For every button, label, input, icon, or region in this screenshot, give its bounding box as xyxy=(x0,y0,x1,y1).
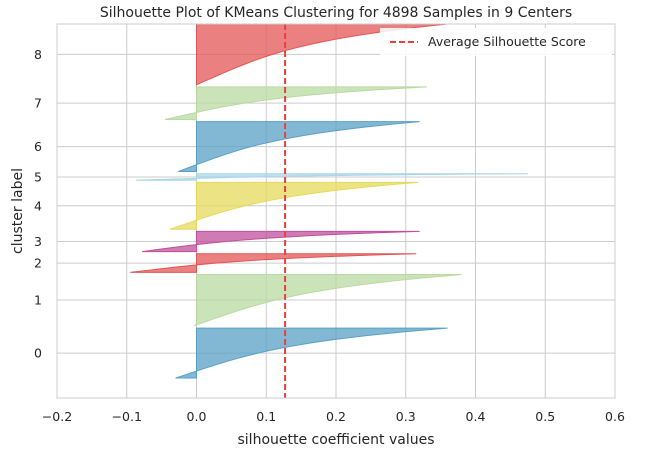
cluster-silhouettes xyxy=(130,23,528,379)
cluster-4-silhouette xyxy=(169,181,419,230)
x-tick-label: 0.4 xyxy=(466,409,486,424)
x-tick-labels: −0.2 −0.1 0.0 0.1 0.2 0.3 0.4 0.5 0.6 xyxy=(42,409,625,424)
cluster-1-silhouette xyxy=(194,274,462,327)
y-tick-label: 3 xyxy=(34,234,42,249)
legend-label: Average Silhouette Score xyxy=(428,34,586,49)
x-tick-label: 0.1 xyxy=(256,409,276,424)
x-tick-label: −0.2 xyxy=(42,409,72,424)
cluster-5-silhouette xyxy=(135,173,528,181)
x-tick-label: 0.2 xyxy=(326,409,346,424)
plot-frame xyxy=(56,23,616,399)
cluster-6-silhouette xyxy=(178,121,420,173)
y-tick-label: 8 xyxy=(34,47,42,62)
y-tick-label: 5 xyxy=(34,169,42,184)
chart-title: Silhouette Plot of KMeans Clustering for… xyxy=(100,5,572,21)
y-tick-label: 4 xyxy=(34,198,42,213)
x-tick-label: 0.5 xyxy=(535,409,555,424)
x-tick-label: 0.3 xyxy=(396,409,416,424)
x-axis-label: silhouette coefficient values xyxy=(238,432,435,448)
cluster-7-silhouette xyxy=(165,86,427,120)
cluster-0-silhouette xyxy=(175,327,448,379)
grid xyxy=(56,24,616,398)
x-tick-label: 0.6 xyxy=(605,409,625,424)
x-tick-label: −0.1 xyxy=(112,409,142,424)
cluster-2-silhouette xyxy=(130,253,417,273)
y-axis-label: cluster label xyxy=(10,168,26,254)
cluster-3-silhouette xyxy=(142,230,420,253)
y-tick-label: 1 xyxy=(34,293,42,308)
y-tick-labels: 0 1 2 3 4 5 6 7 8 xyxy=(34,47,42,361)
y-tick-label: 2 xyxy=(34,256,42,271)
legend: Average Silhouette Score xyxy=(380,28,612,56)
y-tick-label: 6 xyxy=(34,139,42,154)
x-tick-label: 0.0 xyxy=(187,409,207,424)
y-tick-label: 7 xyxy=(34,96,42,111)
legend-box xyxy=(380,28,612,56)
y-tick-label: 0 xyxy=(34,346,42,361)
